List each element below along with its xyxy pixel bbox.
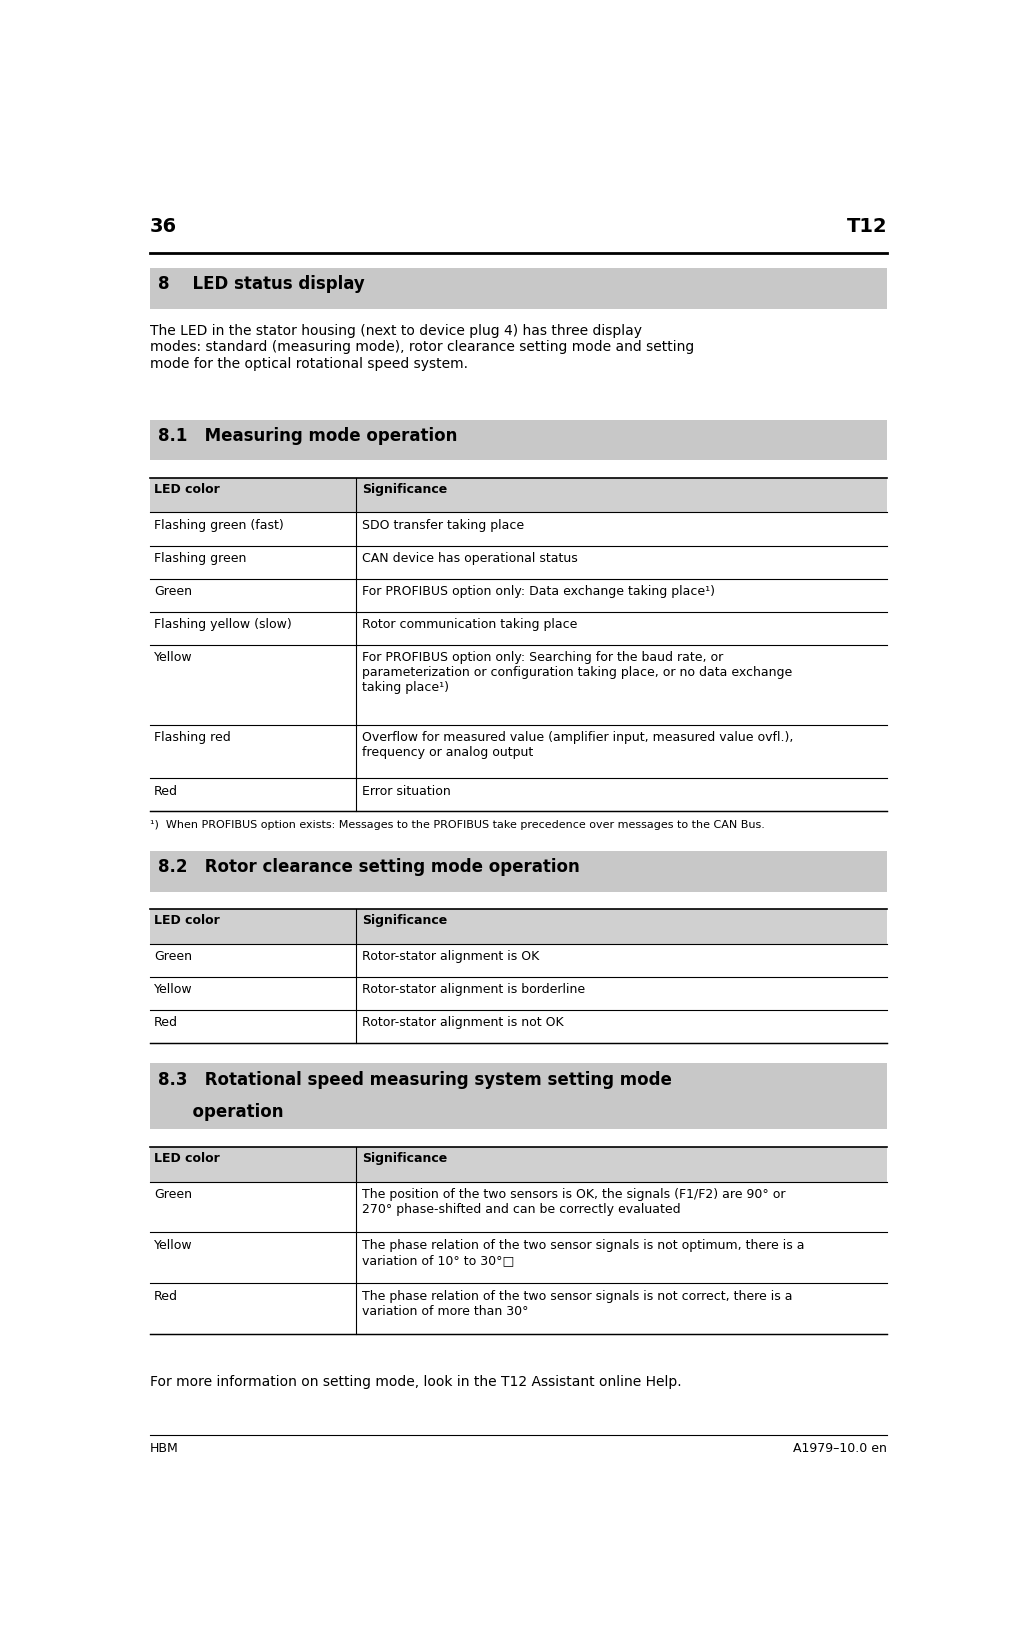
Text: Rotor communication taking place: Rotor communication taking place bbox=[362, 618, 576, 631]
Text: For PROFIBUS option only: Data exchange taking place¹): For PROFIBUS option only: Data exchange … bbox=[362, 585, 714, 598]
Text: LED color: LED color bbox=[154, 1153, 219, 1165]
Text: Overflow for measured value (amplifier input, measured value ovfl.),
frequency o: Overflow for measured value (amplifier i… bbox=[362, 732, 793, 760]
Text: Green: Green bbox=[154, 585, 192, 598]
Bar bbox=[150, 909, 887, 943]
Text: Green: Green bbox=[154, 1188, 192, 1201]
Text: Green: Green bbox=[154, 950, 192, 963]
Text: Red: Red bbox=[154, 1290, 178, 1303]
Text: Flashing yellow (slow): Flashing yellow (slow) bbox=[154, 618, 291, 631]
Text: Red: Red bbox=[154, 1016, 178, 1029]
Text: SDO transfer taking place: SDO transfer taking place bbox=[362, 519, 524, 532]
Text: Flashing red: Flashing red bbox=[154, 732, 231, 743]
Bar bbox=[150, 851, 887, 892]
Text: LED color: LED color bbox=[154, 482, 219, 496]
Text: The phase relation of the two sensor signals is not correct, there is a
variatio: The phase relation of the two sensor sig… bbox=[362, 1290, 792, 1318]
Text: Rotor-stator alignment is borderline: Rotor-stator alignment is borderline bbox=[362, 983, 584, 996]
Text: T12: T12 bbox=[846, 218, 887, 236]
Text: Flashing green (fast): Flashing green (fast) bbox=[154, 519, 283, 532]
Text: Yellow: Yellow bbox=[154, 651, 192, 664]
Text: Yellow: Yellow bbox=[154, 1239, 192, 1252]
Text: operation: operation bbox=[158, 1102, 283, 1120]
Bar bbox=[150, 420, 887, 461]
Bar bbox=[150, 268, 887, 309]
Bar bbox=[150, 1146, 887, 1181]
Text: 8.3   Rotational speed measuring system setting mode: 8.3 Rotational speed measuring system se… bbox=[158, 1070, 671, 1089]
Text: A1979–10.0 en: A1979–10.0 en bbox=[793, 1442, 887, 1455]
Text: The phase relation of the two sensor signals is not optimum, there is a
variatio: The phase relation of the two sensor sig… bbox=[362, 1239, 804, 1267]
Text: CAN device has operational status: CAN device has operational status bbox=[362, 552, 577, 565]
Text: Red: Red bbox=[154, 785, 178, 798]
Bar bbox=[150, 1064, 887, 1130]
Text: Rotor-stator alignment is OK: Rotor-stator alignment is OK bbox=[362, 950, 539, 963]
Text: Yellow: Yellow bbox=[154, 983, 192, 996]
Text: Rotor-stator alignment is not OK: Rotor-stator alignment is not OK bbox=[362, 1016, 563, 1029]
Text: LED color: LED color bbox=[154, 915, 219, 927]
Text: 8.1   Measuring mode operation: 8.1 Measuring mode operation bbox=[158, 428, 457, 444]
Text: For more information on setting mode, look in the T12 Assistant online Help.: For more information on setting mode, lo… bbox=[150, 1374, 681, 1389]
Text: Error situation: Error situation bbox=[362, 785, 450, 798]
Text: 36: 36 bbox=[150, 218, 177, 236]
Bar bbox=[150, 477, 887, 512]
Text: Flashing green: Flashing green bbox=[154, 552, 246, 565]
Text: The position of the two sensors is OK, the signals (F1/F2) are 90° or
270° phase: The position of the two sensors is OK, t… bbox=[362, 1188, 785, 1216]
Text: Significance: Significance bbox=[362, 1153, 447, 1165]
Text: HBM: HBM bbox=[150, 1442, 179, 1455]
Text: 8.2   Rotor clearance setting mode operation: 8.2 Rotor clearance setting mode operati… bbox=[158, 859, 579, 877]
Text: For PROFIBUS option only: Searching for the baud rate, or
parameterization or co: For PROFIBUS option only: Searching for … bbox=[362, 651, 792, 694]
Text: ¹)  When PROFIBUS option exists: Messages to the PROFIBUS take precedence over m: ¹) When PROFIBUS option exists: Messages… bbox=[150, 821, 764, 831]
Text: The LED in the stator housing (next to device plug 4) has three display
modes: s: The LED in the stator housing (next to d… bbox=[150, 324, 694, 370]
Text: Significance: Significance bbox=[362, 915, 447, 927]
Text: Significance: Significance bbox=[362, 482, 447, 496]
Text: 8    LED status display: 8 LED status display bbox=[158, 274, 364, 292]
